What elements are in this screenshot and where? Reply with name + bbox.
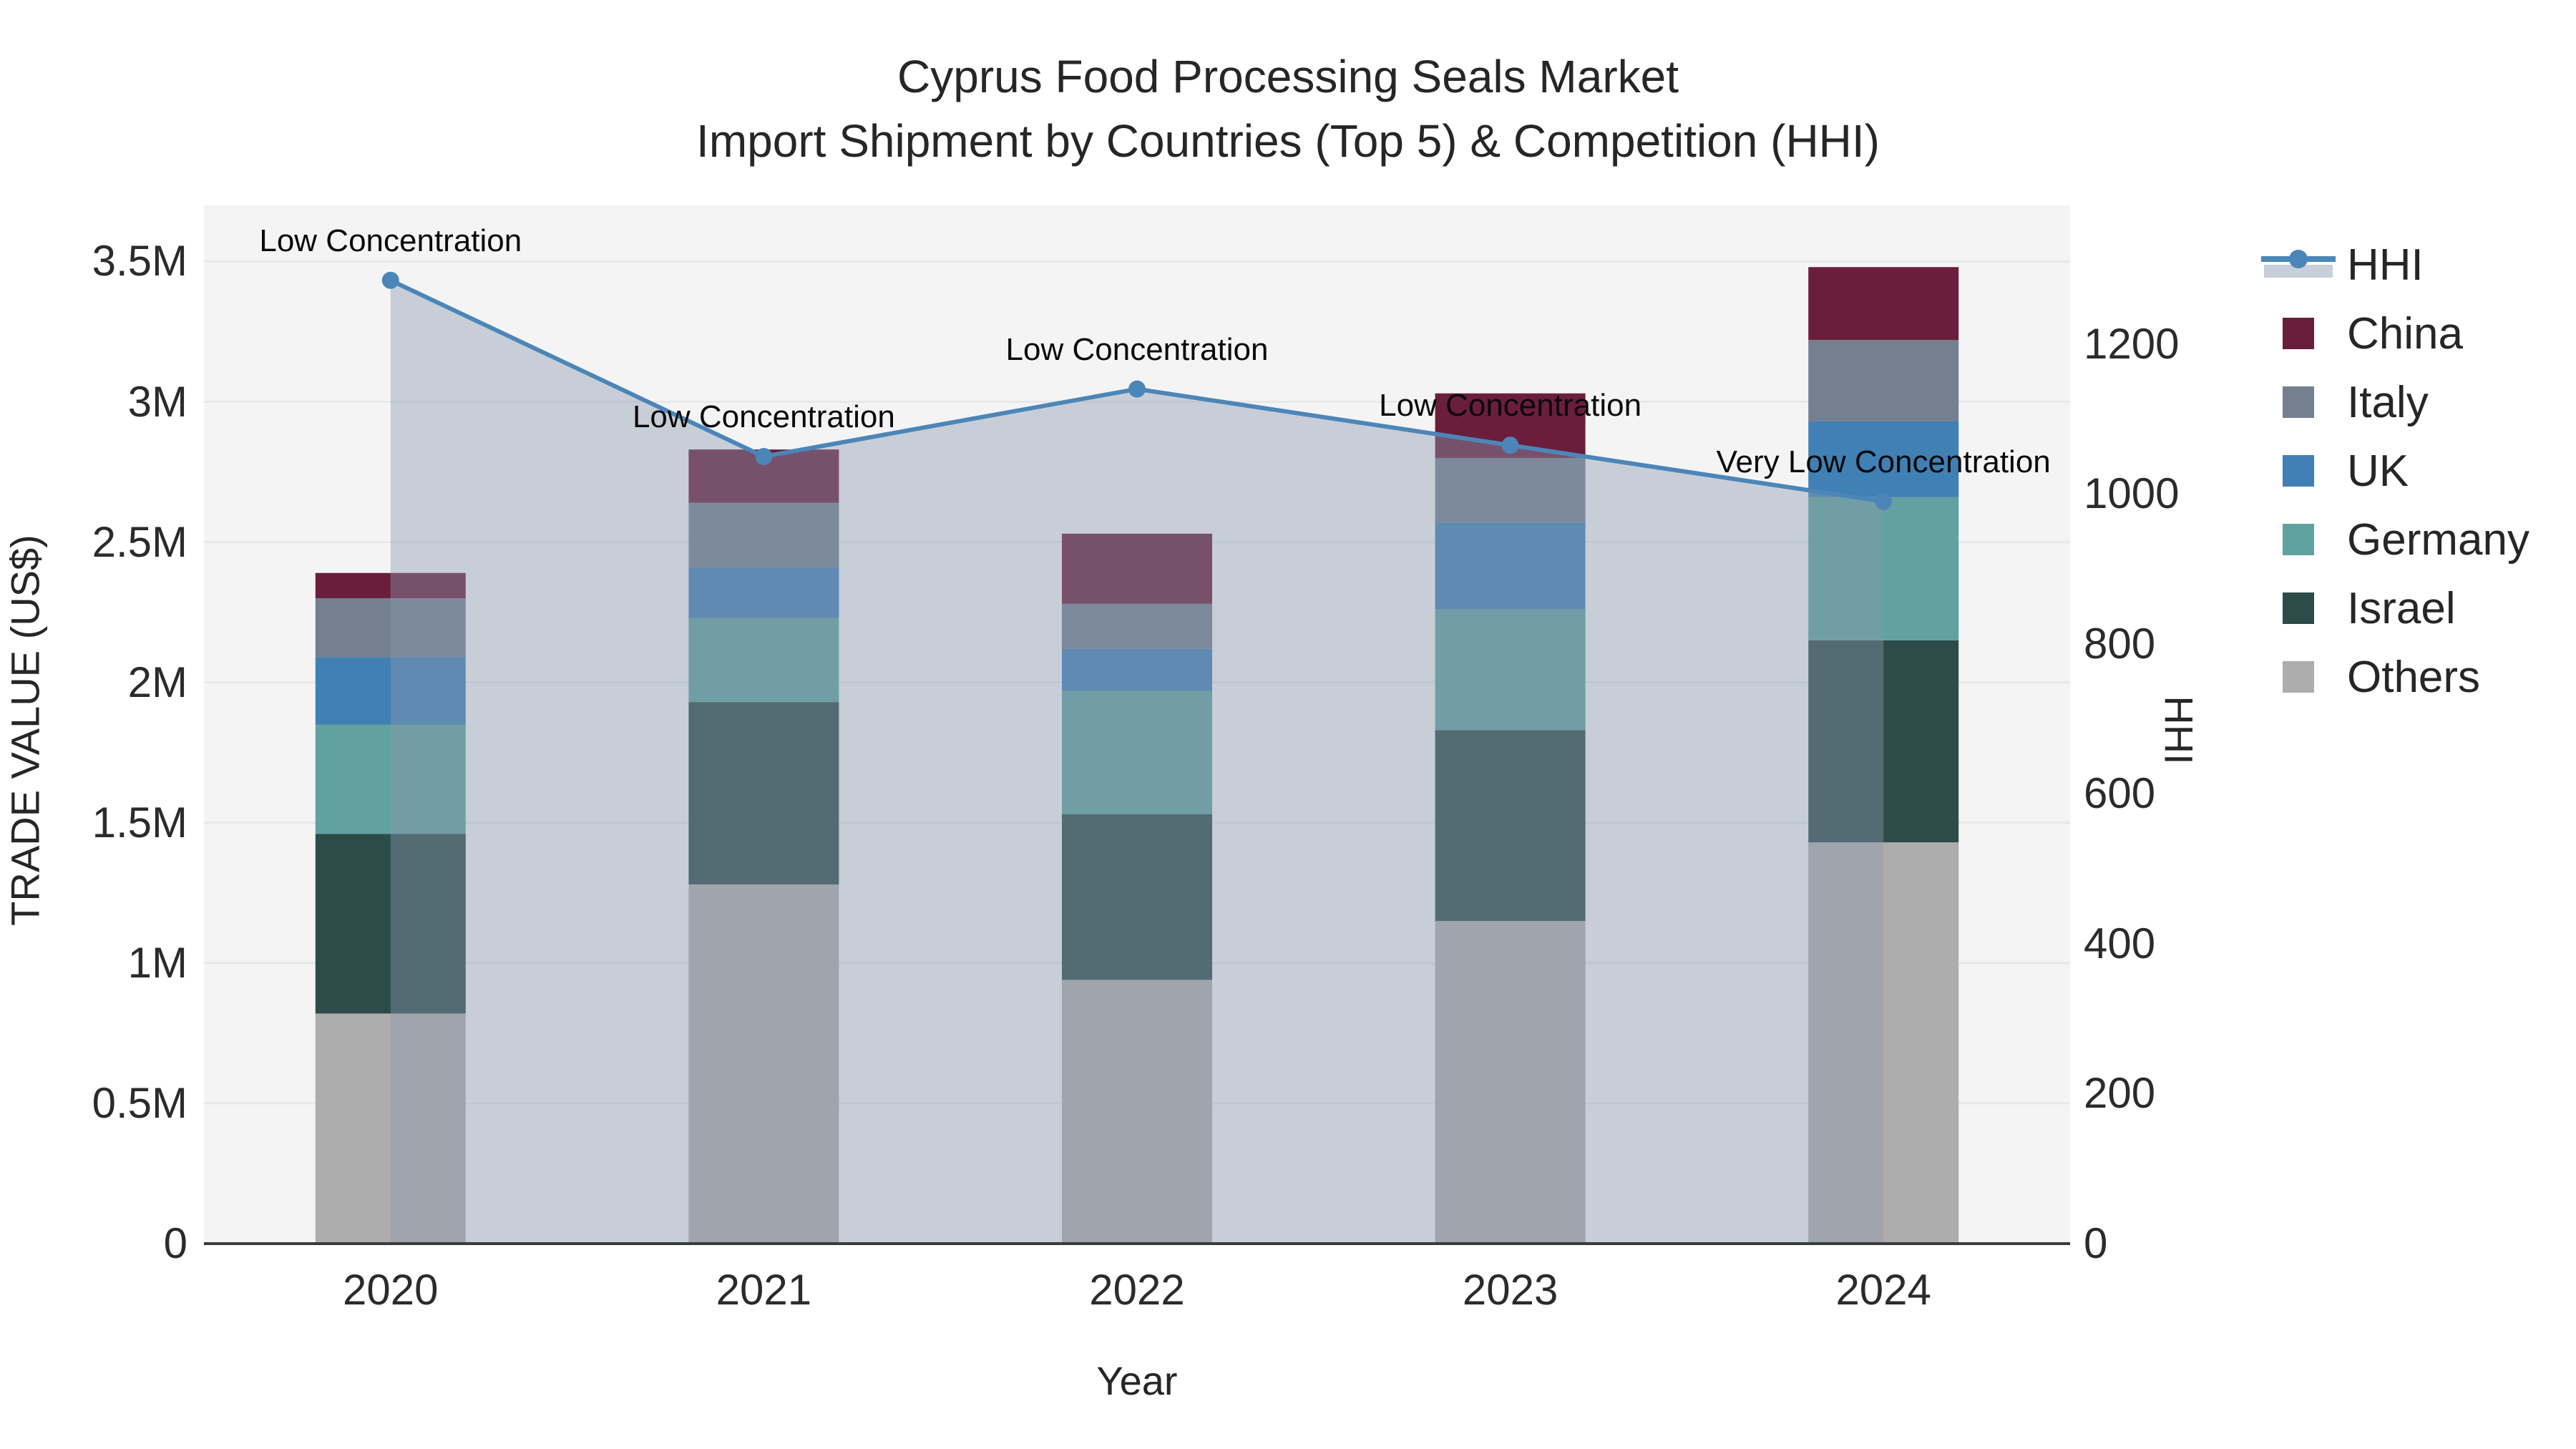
chart-title: Cyprus Food Processing Seals Market bbox=[897, 51, 1679, 102]
bar-segment-2022-germany bbox=[1062, 691, 1212, 814]
legend-item-hhi[interactable]: HHI bbox=[2261, 230, 2529, 299]
y-axis-right-tick-200: 200 bbox=[2084, 1069, 2156, 1118]
y-axis-left-tick-0: 0 bbox=[163, 1219, 187, 1267]
hhi-line-swatch-icon bbox=[2261, 250, 2336, 278]
bar-segment-2021-israel bbox=[688, 702, 839, 885]
china-color-swatch-icon bbox=[2283, 318, 2314, 349]
legend-label-israel: Israel bbox=[2347, 583, 2456, 633]
bar-segment-2021-italy bbox=[688, 502, 839, 567]
y-axis-left-tick-1M: 1M bbox=[127, 938, 187, 987]
bar-segment-2024-china bbox=[1808, 267, 1959, 341]
x-axis-tick-2021: 2021 bbox=[716, 1266, 812, 1314]
annotation-2024: Very Low Concentration bbox=[1716, 444, 2051, 479]
y-axis-right-tick-600: 600 bbox=[2084, 769, 2156, 818]
bar-segment-2023-germany bbox=[1435, 609, 1586, 731]
legend-swatch-germany bbox=[2261, 524, 2336, 555]
x-axis-tick-2020: 2020 bbox=[343, 1266, 439, 1314]
legend: HHI China Italy UK Germany Israel Others bbox=[2261, 230, 2529, 711]
legend-swatch-uk bbox=[2261, 455, 2336, 487]
y-axis-title-right: HHI bbox=[2156, 696, 2202, 765]
y-axis-left-tick-3M: 3M bbox=[127, 377, 187, 426]
bar-segment-2024-israel bbox=[1808, 640, 1959, 843]
annotation-2023: Low Concentration bbox=[1379, 388, 1642, 424]
legend-label-china: China bbox=[2347, 308, 2463, 358]
legend-label-germany: Germany bbox=[2347, 514, 2529, 565]
bar-segment-2022-israel bbox=[1062, 814, 1212, 980]
legend-label-uk: UK bbox=[2347, 446, 2409, 496]
legend-label-italy: Italy bbox=[2347, 377, 2429, 427]
y-axis-title-left: TRADE VALUE (US$) bbox=[2, 535, 48, 926]
annotation-2020: Low Concentration bbox=[259, 223, 522, 258]
y-axis-right-tick-400: 400 bbox=[2084, 919, 2156, 967]
bar-segment-2023-others bbox=[1435, 921, 1586, 1244]
bar-segment-2021-uk bbox=[688, 567, 839, 618]
bar-segment-2022-china bbox=[1062, 533, 1212, 604]
bar-segment-2024-germany bbox=[1808, 497, 1959, 640]
y-axis-left-tick-0.5M: 0.5M bbox=[92, 1078, 187, 1127]
legend-item-china[interactable]: China bbox=[2261, 299, 2529, 368]
bar-segment-2022-italy bbox=[1062, 603, 1212, 649]
legend-item-germany[interactable]: Germany bbox=[2261, 505, 2529, 574]
legend-item-israel[interactable]: Israel bbox=[2261, 574, 2529, 643]
bar-segment-2020-germany bbox=[315, 724, 466, 834]
legend-item-italy[interactable]: Italy bbox=[2261, 368, 2529, 436]
hhi-marker-2020 bbox=[381, 271, 399, 289]
bar-segment-2022-uk bbox=[1062, 648, 1212, 691]
legend-swatch-hhi bbox=[2261, 242, 2336, 288]
bar-segment-2020-israel bbox=[315, 834, 466, 1014]
hhi-marker-2021 bbox=[755, 447, 773, 465]
y-axis-left-tick-3.5M: 3.5M bbox=[92, 237, 187, 286]
israel-color-swatch-icon bbox=[2283, 592, 2314, 624]
bar-segment-2020-others bbox=[315, 1013, 466, 1244]
x-axis-title: Year bbox=[1096, 1358, 1178, 1403]
bar-segment-2020-uk bbox=[315, 657, 466, 725]
x-axis-tick-2022: 2022 bbox=[1089, 1266, 1185, 1314]
bar-segment-2024-others bbox=[1808, 842, 1959, 1244]
hhi-marker-2024 bbox=[1875, 492, 1893, 510]
bar-segment-2024-italy bbox=[1808, 340, 1959, 421]
bar-segment-2020-china bbox=[315, 572, 466, 599]
legend-swatch-china bbox=[2261, 318, 2336, 349]
legend-item-others[interactable]: Others bbox=[2261, 643, 2529, 711]
bar-segment-2022-others bbox=[1062, 980, 1212, 1244]
uk-color-swatch-icon bbox=[2283, 455, 2314, 487]
bar-segment-2021-others bbox=[688, 884, 839, 1244]
italy-color-swatch-icon bbox=[2283, 386, 2314, 418]
legend-label-others: Others bbox=[2347, 652, 2481, 702]
others-color-swatch-icon bbox=[2283, 661, 2314, 693]
germany-color-swatch-icon bbox=[2283, 524, 2314, 555]
y-axis-left-tick-1.5M: 1.5M bbox=[92, 798, 187, 847]
bar-segment-2021-germany bbox=[688, 618, 839, 703]
legend-label-hhi: HHI bbox=[2347, 240, 2424, 290]
y-axis-right-tick-0: 0 bbox=[2084, 1219, 2108, 1267]
legend-item-uk[interactable]: UK bbox=[2261, 436, 2529, 505]
y-axis-right-tick-800: 800 bbox=[2084, 619, 2156, 668]
bar-segment-2023-israel bbox=[1435, 730, 1586, 922]
annotation-2022: Low Concentration bbox=[1005, 331, 1269, 367]
legend-swatch-others bbox=[2261, 661, 2336, 693]
bar-segment-2023-italy bbox=[1435, 457, 1586, 523]
chart-subtitle: Import Shipment by Countries (Top 5) & C… bbox=[696, 115, 1880, 167]
y-axis-left-tick-2.5M: 2.5M bbox=[92, 517, 187, 566]
annotation-2021: Low Concentration bbox=[632, 399, 895, 434]
legend-swatch-italy bbox=[2261, 386, 2336, 418]
x-axis-tick-2023: 2023 bbox=[1462, 1266, 1558, 1314]
legend-swatch-israel bbox=[2261, 592, 2336, 624]
bar-segment-2024-uk bbox=[1808, 421, 1959, 497]
y-axis-right-tick-1200: 1200 bbox=[2084, 319, 2180, 368]
hhi-area-fill bbox=[390, 280, 1884, 1244]
y-axis-right-tick-1000: 1000 bbox=[2084, 469, 2180, 518]
x-axis-tick-2024: 2024 bbox=[1835, 1266, 1931, 1314]
bar-segment-2023-uk bbox=[1435, 522, 1586, 610]
bar-segment-2020-italy bbox=[315, 598, 466, 658]
hhi-marker-2023 bbox=[1501, 436, 1519, 454]
hhi-marker-2022 bbox=[1128, 380, 1146, 398]
y-axis-left-tick-2M: 2M bbox=[127, 658, 187, 706]
